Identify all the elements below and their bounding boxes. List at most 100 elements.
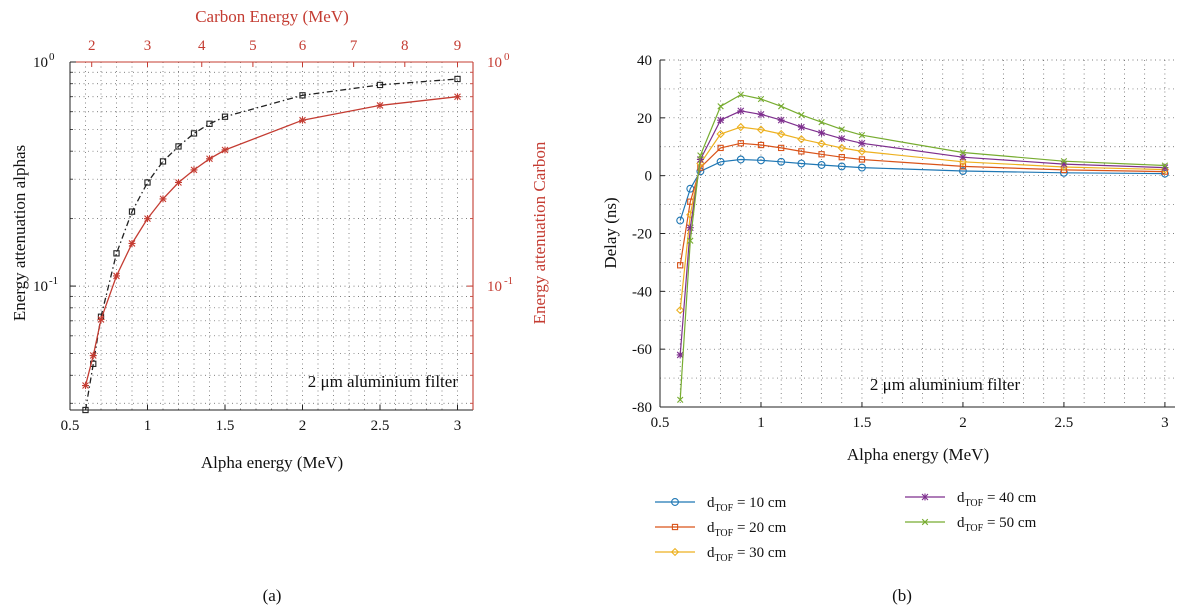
top-x-tick-label: 5 bbox=[249, 38, 257, 54]
legend-label: dTOF = 50 cm bbox=[957, 515, 1037, 534]
y-tick-label: 40 bbox=[637, 53, 652, 69]
top-x-tick-label: 9 bbox=[454, 38, 462, 54]
data-point bbox=[797, 123, 805, 131]
y-tick-label: 10 bbox=[33, 55, 48, 71]
legend-label-prefix: d bbox=[707, 545, 715, 561]
y-tick-label: -20 bbox=[632, 227, 652, 243]
legend-label-suffix: = 10 cm bbox=[733, 495, 786, 511]
panel-b-axes: 0.5 1 1.5 2 2.5 3 -80 -60 -40 -20 0 20 40 bbox=[632, 53, 1175, 431]
x-tick-label: 1.5 bbox=[216, 418, 235, 434]
data-point bbox=[818, 151, 825, 158]
data-point bbox=[376, 101, 384, 109]
data-point bbox=[958, 157, 968, 166]
top-x-tick-label: 6 bbox=[299, 38, 307, 54]
legend-label-suffix: = 20 cm bbox=[733, 520, 786, 536]
legend-label-prefix: d bbox=[707, 520, 715, 536]
legend-swatch-marker bbox=[671, 498, 679, 506]
data-point bbox=[818, 118, 825, 126]
y-tick-label: -60 bbox=[632, 342, 652, 358]
data-point bbox=[1060, 158, 1068, 165]
data-point bbox=[817, 161, 826, 169]
x-tick-label: 0.5 bbox=[651, 415, 670, 431]
x-tick-label: 3 bbox=[1161, 415, 1169, 431]
data-point bbox=[776, 129, 786, 139]
data-point bbox=[858, 139, 866, 147]
legend-label-prefix: d bbox=[957, 515, 965, 531]
right-y-tick-label: 10 bbox=[487, 55, 502, 71]
data-point bbox=[858, 163, 866, 172]
data-point bbox=[206, 120, 213, 127]
right-y-tick-label: 10 bbox=[487, 279, 502, 295]
legend-label-subscript: TOF bbox=[965, 498, 984, 509]
series-line bbox=[84, 78, 458, 411]
x-tick-label: 0.5 bbox=[61, 418, 80, 434]
panel-a-ylabel: Energy attenuation alphas bbox=[10, 145, 29, 321]
data-point bbox=[716, 129, 725, 139]
panel-b-annotation: 2 μm aluminium filter bbox=[870, 375, 1021, 394]
panel-a-grid bbox=[69, 62, 473, 410]
data-point bbox=[857, 147, 867, 156]
legend-label: dTOF = 20 cm bbox=[707, 520, 787, 539]
x-tick-label: 2 bbox=[959, 415, 967, 431]
data-point bbox=[737, 107, 745, 115]
data-point bbox=[818, 129, 826, 137]
y-tick-exponent: -1 bbox=[49, 275, 58, 287]
data-point bbox=[736, 122, 745, 132]
data-point bbox=[717, 144, 724, 152]
top-x-tick-label: 2 bbox=[88, 38, 96, 54]
data-point bbox=[128, 208, 136, 215]
data-point bbox=[797, 159, 806, 168]
legend-label-prefix: d bbox=[957, 490, 965, 506]
x-tick-label: 3 bbox=[454, 418, 462, 434]
data-point bbox=[221, 113, 229, 120]
data-point bbox=[757, 141, 765, 149]
legend-label-suffix: = 40 cm bbox=[983, 490, 1036, 506]
panel-a-top-xlabel: Carbon Energy (MeV) bbox=[195, 7, 349, 26]
y-tick-label: 20 bbox=[637, 111, 652, 127]
data-point bbox=[697, 152, 704, 159]
data-point bbox=[717, 116, 725, 124]
data-point bbox=[144, 179, 151, 186]
data-point bbox=[159, 195, 167, 203]
data-point bbox=[777, 157, 786, 166]
data-point bbox=[838, 135, 846, 143]
panel-a-right-ylabel: Energy attenuation Carbon bbox=[530, 141, 549, 324]
series-line bbox=[679, 126, 1165, 311]
x-tick-label: 1 bbox=[757, 415, 765, 431]
data-point bbox=[82, 382, 89, 390]
y-tick-exponent: 0 bbox=[49, 51, 55, 63]
legend-item: dTOF = 10 cm bbox=[655, 495, 787, 514]
legend-swatch-marker bbox=[671, 523, 679, 531]
legend-label-subscript: TOF bbox=[965, 523, 984, 534]
y-tick-label: 10 bbox=[33, 279, 48, 295]
panel-b-xlabel: Alpha energy (MeV) bbox=[847, 445, 989, 464]
data-point bbox=[858, 156, 866, 163]
data-point bbox=[376, 81, 384, 89]
data-point bbox=[89, 352, 97, 360]
x-tick-label: 2.5 bbox=[371, 418, 390, 434]
legend-label-suffix: = 30 cm bbox=[733, 545, 786, 561]
data-point bbox=[206, 155, 213, 163]
data-point bbox=[817, 139, 826, 148]
data-point bbox=[686, 224, 694, 232]
panel-b-grid bbox=[659, 59, 1175, 408]
data-point bbox=[797, 135, 806, 144]
x-tick-label: 2 bbox=[299, 418, 307, 434]
data-point bbox=[959, 163, 967, 170]
x-tick-label: 1 bbox=[144, 418, 152, 434]
legend-swatch-marker bbox=[921, 493, 929, 501]
panel-b-chart: 0.5 1 1.5 2 2.5 3 -80 -60 -40 -20 0 20 40 Alpha ener… bbox=[601, 53, 1175, 605]
data-point bbox=[736, 155, 745, 164]
series-line bbox=[84, 96, 458, 386]
x-tick-label: 2.5 bbox=[1055, 415, 1074, 431]
data-point bbox=[838, 154, 845, 161]
data-point bbox=[128, 239, 136, 247]
top-x-tick-label: 4 bbox=[198, 38, 206, 54]
data-point bbox=[958, 167, 967, 175]
legend-label-subscript: TOF bbox=[715, 503, 734, 514]
data-point bbox=[837, 143, 846, 153]
panel-b-label: (b) bbox=[892, 586, 912, 605]
